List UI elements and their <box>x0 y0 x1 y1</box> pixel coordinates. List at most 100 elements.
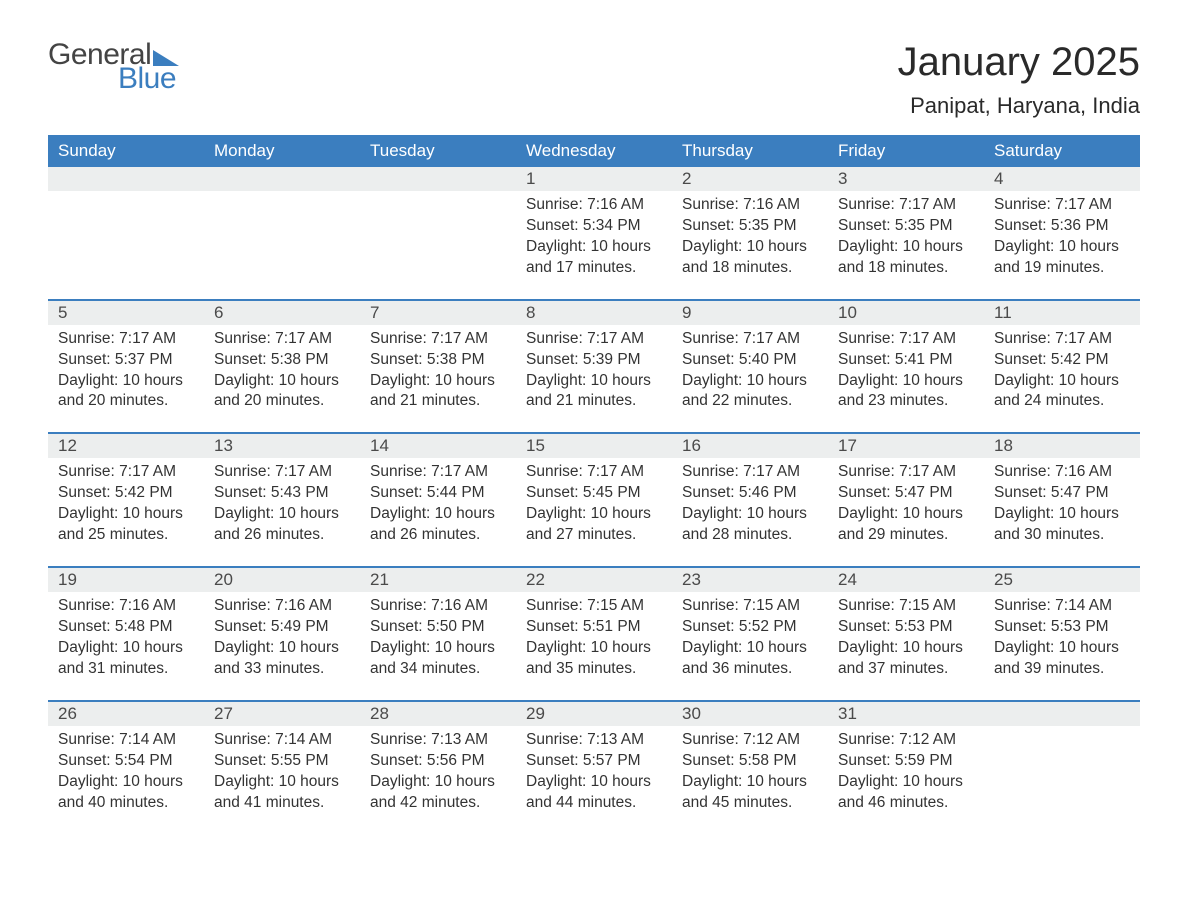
day-number: 20 <box>204 568 360 592</box>
daylight-line: Daylight: 10 hours and 41 minutes. <box>214 772 350 814</box>
day-detail: Sunrise: 7:12 AMSunset: 5:59 PMDaylight:… <box>828 726 984 814</box>
day-number: 17 <box>828 434 984 458</box>
daylight-line: Daylight: 10 hours and 24 minutes. <box>994 371 1130 413</box>
daylight-line: Daylight: 10 hours and 20 minutes. <box>58 371 194 413</box>
weekday-header: Tuesday <box>360 135 516 167</box>
day-detail: Sunrise: 7:16 AMSunset: 5:48 PMDaylight:… <box>48 592 204 680</box>
daylight-line: Daylight: 10 hours and 28 minutes. <box>682 504 818 546</box>
daylight-line: Daylight: 10 hours and 20 minutes. <box>214 371 350 413</box>
daylight-line: Daylight: 10 hours and 26 minutes. <box>214 504 350 546</box>
calendar-day-cell: 17Sunrise: 7:17 AMSunset: 5:47 PMDayligh… <box>828 433 984 567</box>
sunrise-line: Sunrise: 7:17 AM <box>370 329 506 350</box>
daylight-line: Daylight: 10 hours and 30 minutes. <box>994 504 1130 546</box>
sunset-line: Sunset: 5:41 PM <box>838 350 974 371</box>
weekday-header: Saturday <box>984 135 1140 167</box>
day-number: 24 <box>828 568 984 592</box>
calendar-day-cell <box>984 701 1140 834</box>
day-number: 1 <box>516 167 672 191</box>
calendar-day-cell: 1Sunrise: 7:16 AMSunset: 5:34 PMDaylight… <box>516 167 672 300</box>
calendar-week-row: 1Sunrise: 7:16 AMSunset: 5:34 PMDaylight… <box>48 167 1140 300</box>
day-detail: Sunrise: 7:13 AMSunset: 5:57 PMDaylight:… <box>516 726 672 814</box>
day-detail: Sunrise: 7:17 AMSunset: 5:44 PMDaylight:… <box>360 458 516 546</box>
daylight-line: Daylight: 10 hours and 37 minutes. <box>838 638 974 680</box>
sunset-line: Sunset: 5:45 PM <box>526 483 662 504</box>
calendar-day-cell: 6Sunrise: 7:17 AMSunset: 5:38 PMDaylight… <box>204 300 360 434</box>
sunset-line: Sunset: 5:48 PM <box>58 617 194 638</box>
daylight-line: Daylight: 10 hours and 33 minutes. <box>214 638 350 680</box>
daylight-line: Daylight: 10 hours and 40 minutes. <box>58 772 194 814</box>
sunset-line: Sunset: 5:36 PM <box>994 216 1130 237</box>
day-number-empty <box>48 167 204 191</box>
calendar-day-cell: 13Sunrise: 7:17 AMSunset: 5:43 PMDayligh… <box>204 433 360 567</box>
day-number: 22 <box>516 568 672 592</box>
daylight-line: Daylight: 10 hours and 26 minutes. <box>370 504 506 546</box>
sunset-line: Sunset: 5:46 PM <box>682 483 818 504</box>
sunrise-line: Sunrise: 7:17 AM <box>838 462 974 483</box>
day-detail: Sunrise: 7:17 AMSunset: 5:43 PMDaylight:… <box>204 458 360 546</box>
calendar-week-row: 5Sunrise: 7:17 AMSunset: 5:37 PMDaylight… <box>48 300 1140 434</box>
daylight-line: Daylight: 10 hours and 22 minutes. <box>682 371 818 413</box>
day-detail: Sunrise: 7:14 AMSunset: 5:55 PMDaylight:… <box>204 726 360 814</box>
day-detail: Sunrise: 7:17 AMSunset: 5:35 PMDaylight:… <box>828 191 984 279</box>
calendar-table: SundayMondayTuesdayWednesdayThursdayFrid… <box>48 135 1140 833</box>
calendar-day-cell: 14Sunrise: 7:17 AMSunset: 5:44 PMDayligh… <box>360 433 516 567</box>
day-detail: Sunrise: 7:17 AMSunset: 5:42 PMDaylight:… <box>984 325 1140 413</box>
weekday-header: Friday <box>828 135 984 167</box>
sunrise-line: Sunrise: 7:14 AM <box>994 596 1130 617</box>
day-number-empty <box>984 702 1140 726</box>
sunset-line: Sunset: 5:54 PM <box>58 751 194 772</box>
day-number: 25 <box>984 568 1140 592</box>
calendar-day-cell: 11Sunrise: 7:17 AMSunset: 5:42 PMDayligh… <box>984 300 1140 434</box>
day-detail: Sunrise: 7:15 AMSunset: 5:52 PMDaylight:… <box>672 592 828 680</box>
sunset-line: Sunset: 5:39 PM <box>526 350 662 371</box>
daylight-line: Daylight: 10 hours and 34 minutes. <box>370 638 506 680</box>
calendar-day-cell: 21Sunrise: 7:16 AMSunset: 5:50 PMDayligh… <box>360 567 516 701</box>
day-number: 14 <box>360 434 516 458</box>
day-number: 10 <box>828 301 984 325</box>
day-detail: Sunrise: 7:17 AMSunset: 5:47 PMDaylight:… <box>828 458 984 546</box>
day-number: 19 <box>48 568 204 592</box>
sunset-line: Sunset: 5:42 PM <box>58 483 194 504</box>
calendar-day-cell: 12Sunrise: 7:17 AMSunset: 5:42 PMDayligh… <box>48 433 204 567</box>
day-detail: Sunrise: 7:17 AMSunset: 5:40 PMDaylight:… <box>672 325 828 413</box>
calendar-day-cell: 23Sunrise: 7:15 AMSunset: 5:52 PMDayligh… <box>672 567 828 701</box>
calendar-day-cell: 30Sunrise: 7:12 AMSunset: 5:58 PMDayligh… <box>672 701 828 834</box>
sunrise-line: Sunrise: 7:17 AM <box>682 329 818 350</box>
day-detail: Sunrise: 7:16 AMSunset: 5:34 PMDaylight:… <box>516 191 672 279</box>
day-detail: Sunrise: 7:17 AMSunset: 5:38 PMDaylight:… <box>204 325 360 413</box>
day-number: 2 <box>672 167 828 191</box>
day-detail: Sunrise: 7:16 AMSunset: 5:35 PMDaylight:… <box>672 191 828 279</box>
calendar-day-cell: 10Sunrise: 7:17 AMSunset: 5:41 PMDayligh… <box>828 300 984 434</box>
daylight-line: Daylight: 10 hours and 31 minutes. <box>58 638 194 680</box>
calendar-day-cell: 25Sunrise: 7:14 AMSunset: 5:53 PMDayligh… <box>984 567 1140 701</box>
sunset-line: Sunset: 5:35 PM <box>682 216 818 237</box>
daylight-line: Daylight: 10 hours and 45 minutes. <box>682 772 818 814</box>
sunset-line: Sunset: 5:58 PM <box>682 751 818 772</box>
day-detail: Sunrise: 7:17 AMSunset: 5:38 PMDaylight:… <box>360 325 516 413</box>
calendar-day-cell: 18Sunrise: 7:16 AMSunset: 5:47 PMDayligh… <box>984 433 1140 567</box>
sunset-line: Sunset: 5:51 PM <box>526 617 662 638</box>
sunrise-line: Sunrise: 7:17 AM <box>526 329 662 350</box>
sunrise-line: Sunrise: 7:17 AM <box>994 195 1130 216</box>
sunrise-line: Sunrise: 7:17 AM <box>58 462 194 483</box>
logo-word-blue: Blue <box>118 64 179 94</box>
calendar-day-cell: 27Sunrise: 7:14 AMSunset: 5:55 PMDayligh… <box>204 701 360 834</box>
day-number: 8 <box>516 301 672 325</box>
sunrise-line: Sunrise: 7:17 AM <box>994 329 1130 350</box>
sunset-line: Sunset: 5:42 PM <box>994 350 1130 371</box>
day-detail: Sunrise: 7:16 AMSunset: 5:50 PMDaylight:… <box>360 592 516 680</box>
day-number: 12 <box>48 434 204 458</box>
sunrise-line: Sunrise: 7:16 AM <box>214 596 350 617</box>
sunrise-line: Sunrise: 7:14 AM <box>214 730 350 751</box>
day-number: 7 <box>360 301 516 325</box>
day-number-empty <box>204 167 360 191</box>
sunset-line: Sunset: 5:38 PM <box>214 350 350 371</box>
sunset-line: Sunset: 5:53 PM <box>838 617 974 638</box>
day-number: 9 <box>672 301 828 325</box>
weekday-header: Thursday <box>672 135 828 167</box>
sunset-line: Sunset: 5:47 PM <box>994 483 1130 504</box>
day-number: 3 <box>828 167 984 191</box>
sunset-line: Sunset: 5:59 PM <box>838 751 974 772</box>
calendar-week-row: 12Sunrise: 7:17 AMSunset: 5:42 PMDayligh… <box>48 433 1140 567</box>
day-detail: Sunrise: 7:17 AMSunset: 5:41 PMDaylight:… <box>828 325 984 413</box>
